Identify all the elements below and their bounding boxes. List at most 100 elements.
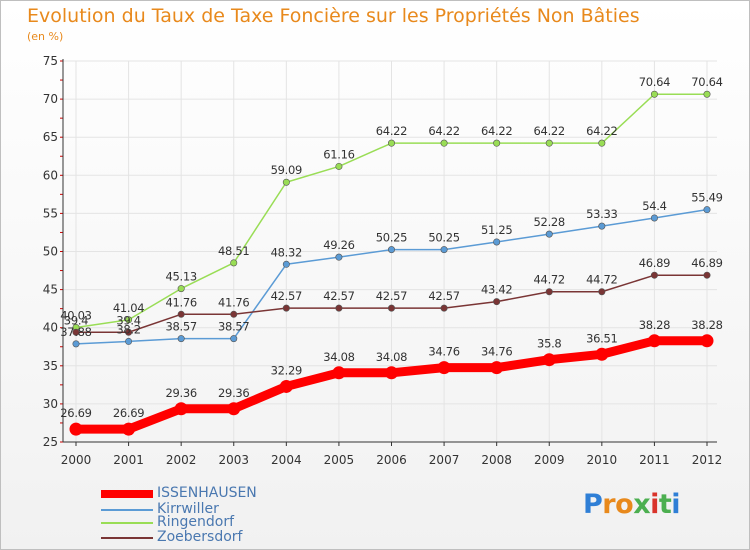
- data-label-kirrwiller: 53.33: [586, 207, 617, 221]
- data-point-zoebersdorf: [282, 304, 290, 312]
- data-point-issenhausen: [174, 402, 188, 416]
- data-label-kirrwiller: 52.28: [534, 215, 565, 229]
- data-label-kirrwiller: 50.25: [376, 231, 407, 245]
- data-point-issenhausen: [279, 379, 293, 393]
- data-label-issenhausen: 35.8: [537, 337, 561, 351]
- y-tick-label: 35: [43, 359, 58, 373]
- data-label-kirrwiller: 37.88: [60, 325, 91, 339]
- data-point-issenhausen: [122, 422, 136, 436]
- data-label-zoebersdorf: 39.4: [116, 313, 140, 327]
- data-label-kirrwiller: 38.57: [165, 320, 196, 334]
- data-point-kirrwiller: [230, 335, 238, 343]
- x-tick-label: 2006: [376, 453, 407, 467]
- axes: 25 30 35 40 45 50 55 60 65 70 75 2000 2001 2002 2003 20…: [43, 54, 723, 467]
- data-label-zoebersdorf: 46.89: [691, 256, 722, 270]
- unit-label: (en %): [27, 30, 64, 43]
- data-point-issenhausen: [437, 361, 451, 375]
- legend-swatch-issenhausen: [101, 490, 153, 498]
- x-tick-label: 2005: [324, 453, 355, 467]
- data-point-ringendorf: [440, 139, 448, 147]
- x-tick-label: 2009: [534, 453, 565, 467]
- data-label-zoebersdorf: 39.4: [64, 313, 88, 327]
- data-label-ringendorf: 70.64: [691, 75, 722, 89]
- data-point-zoebersdorf: [125, 328, 133, 336]
- data-label-kirrwiller: 38.2: [116, 322, 140, 336]
- y-tick-label: 75: [43, 54, 58, 68]
- y-tick-label: 55: [43, 206, 58, 220]
- data-point-zoebersdorf: [493, 298, 501, 306]
- data-point-ringendorf: [650, 90, 658, 98]
- data-label-kirrwiller: 38.57: [218, 320, 249, 334]
- data-point-zoebersdorf: [72, 328, 80, 336]
- data-point-ringendorf: [493, 139, 501, 147]
- logo-letter: P: [583, 489, 603, 520]
- data-label-ringendorf: 64.22: [428, 124, 459, 138]
- data-label-zoebersdorf: 43.42: [481, 283, 512, 297]
- logo-letter: i: [650, 489, 659, 520]
- data-point-zoebersdorf: [335, 304, 343, 312]
- x-tick-label: 2004: [271, 453, 302, 467]
- x-tick-label: 2003: [218, 453, 249, 467]
- data-label-kirrwiller: 50.25: [428, 231, 459, 245]
- x-tick-label: 2010: [587, 453, 618, 467]
- proxiti-logo: Proxiti: [583, 489, 681, 520]
- data-point-kirrwiller: [282, 260, 290, 268]
- data-label-ringendorf: 64.22: [481, 124, 512, 138]
- legend-label-issenhausen: ISSENHAUSEN: [157, 485, 257, 501]
- data-point-zoebersdorf: [598, 288, 606, 296]
- data-point-zoebersdorf: [440, 304, 448, 312]
- data-label-zoebersdorf: 41.76: [218, 295, 249, 309]
- data-label-zoebersdorf: 44.72: [586, 273, 617, 287]
- data-label-zoebersdorf: 41.76: [165, 295, 196, 309]
- data-point-zoebersdorf: [230, 310, 238, 318]
- data-point-zoebersdorf: [177, 310, 185, 318]
- y-tick-label: 25: [43, 435, 58, 449]
- data-label-issenhausen: 29.36: [165, 386, 196, 400]
- data-point-issenhausen: [385, 366, 398, 380]
- legend-swatch-ringendorf: [101, 522, 153, 524]
- data-label-zoebersdorf: 42.57: [428, 289, 459, 303]
- data-label-ringendorf: 70.64: [639, 75, 670, 89]
- data-label-kirrwiller: 48.32: [271, 245, 302, 259]
- data-label-issenhausen: 34.76: [481, 345, 512, 359]
- y-tick-label: 70: [43, 92, 58, 106]
- data-point-issenhausen: [332, 366, 346, 380]
- data-label-zoebersdorf: 44.72: [534, 273, 565, 287]
- data-point-issenhausen: [595, 347, 609, 361]
- data-point-kirrwiller: [650, 214, 658, 222]
- data-label-issenhausen: 34.08: [376, 350, 407, 364]
- data-point-kirrwiller: [387, 246, 395, 254]
- y-tick-label: 40: [43, 321, 58, 335]
- data-point-zoebersdorf: [387, 304, 395, 312]
- data-point-ringendorf: [335, 162, 343, 170]
- data-point-ringendorf: [177, 285, 185, 293]
- data-label-kirrwiller: 54.4: [642, 199, 666, 213]
- logo-letter: t: [658, 489, 672, 520]
- data-label-issenhausen: 36.51: [586, 331, 617, 345]
- data-point-kirrwiller: [177, 335, 185, 343]
- logo-letter: r: [602, 489, 616, 520]
- data-point-kirrwiller: [703, 206, 711, 214]
- legend-swatch-kirrwiller: [101, 509, 153, 511]
- x-tick-label: 2007: [429, 453, 460, 467]
- data-point-zoebersdorf: [703, 271, 711, 279]
- data-label-zoebersdorf: 42.57: [271, 289, 302, 303]
- logo-letter: o: [615, 489, 634, 520]
- data-label-issenhausen: 34.08: [323, 350, 354, 364]
- x-tick-label: 2012: [692, 453, 723, 467]
- data-label-issenhausen: 34.76: [428, 345, 459, 359]
- y-tick-label: 30: [43, 397, 58, 411]
- data-point-ringendorf: [282, 178, 290, 186]
- data-point-kirrwiller: [125, 337, 133, 345]
- x-tick-label: 2000: [61, 453, 92, 467]
- data-label-ringendorf: 45.13: [165, 270, 196, 284]
- data-label-zoebersdorf: 42.57: [323, 289, 354, 303]
- data-point-issenhausen: [227, 402, 241, 416]
- data-point-zoebersdorf: [545, 288, 553, 296]
- data-label-issenhausen: 38.28: [639, 318, 670, 332]
- x-tick-label: 2011: [639, 453, 670, 467]
- legend-label-kirrwiller: Kirrwiller: [157, 501, 219, 517]
- data-label-ringendorf: 64.22: [376, 124, 407, 138]
